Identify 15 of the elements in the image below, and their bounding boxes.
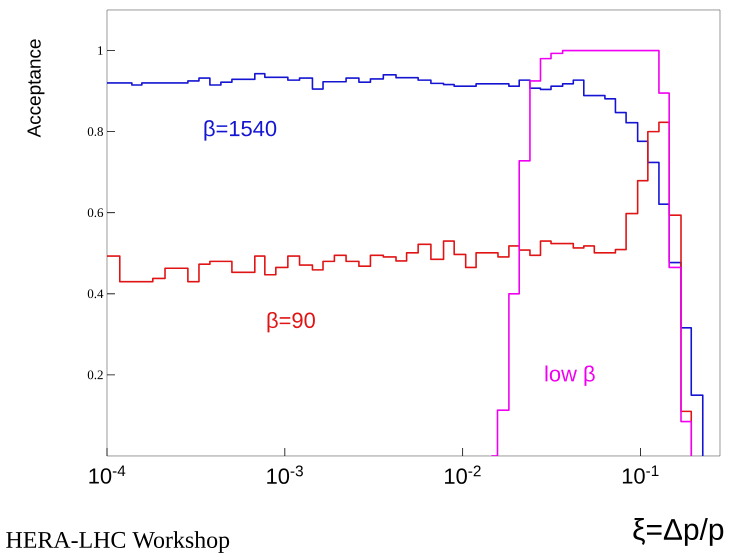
y-tick-label: 0.8 (88, 127, 103, 136)
x-tick-label: 10$^{-1}$ (622, 465, 658, 484)
x-tick-label: 10$^{-2}$ (445, 466, 481, 484)
y-tick-label: 0.2 (88, 370, 103, 380)
y-tick-label: 0.4 (88, 289, 104, 298)
y-tick-label: 1 (98, 46, 103, 55)
y-tick-label: 0.6 (88, 208, 104, 218)
y-axis-title: Acceptance (28, 39, 44, 138)
x-tick-label: 10$^{-3}$ (267, 466, 303, 484)
series-label: β=90 (268, 312, 315, 332)
series-label: low β (546, 365, 595, 386)
series-label: β=1540 (204, 120, 276, 141)
text: HERA-LHC Workshop (6, 531, 230, 553)
x-tick-label: 10$^{-4}$ (89, 465, 126, 484)
x-axis-title: ξ=Δp/p (633, 518, 724, 546)
